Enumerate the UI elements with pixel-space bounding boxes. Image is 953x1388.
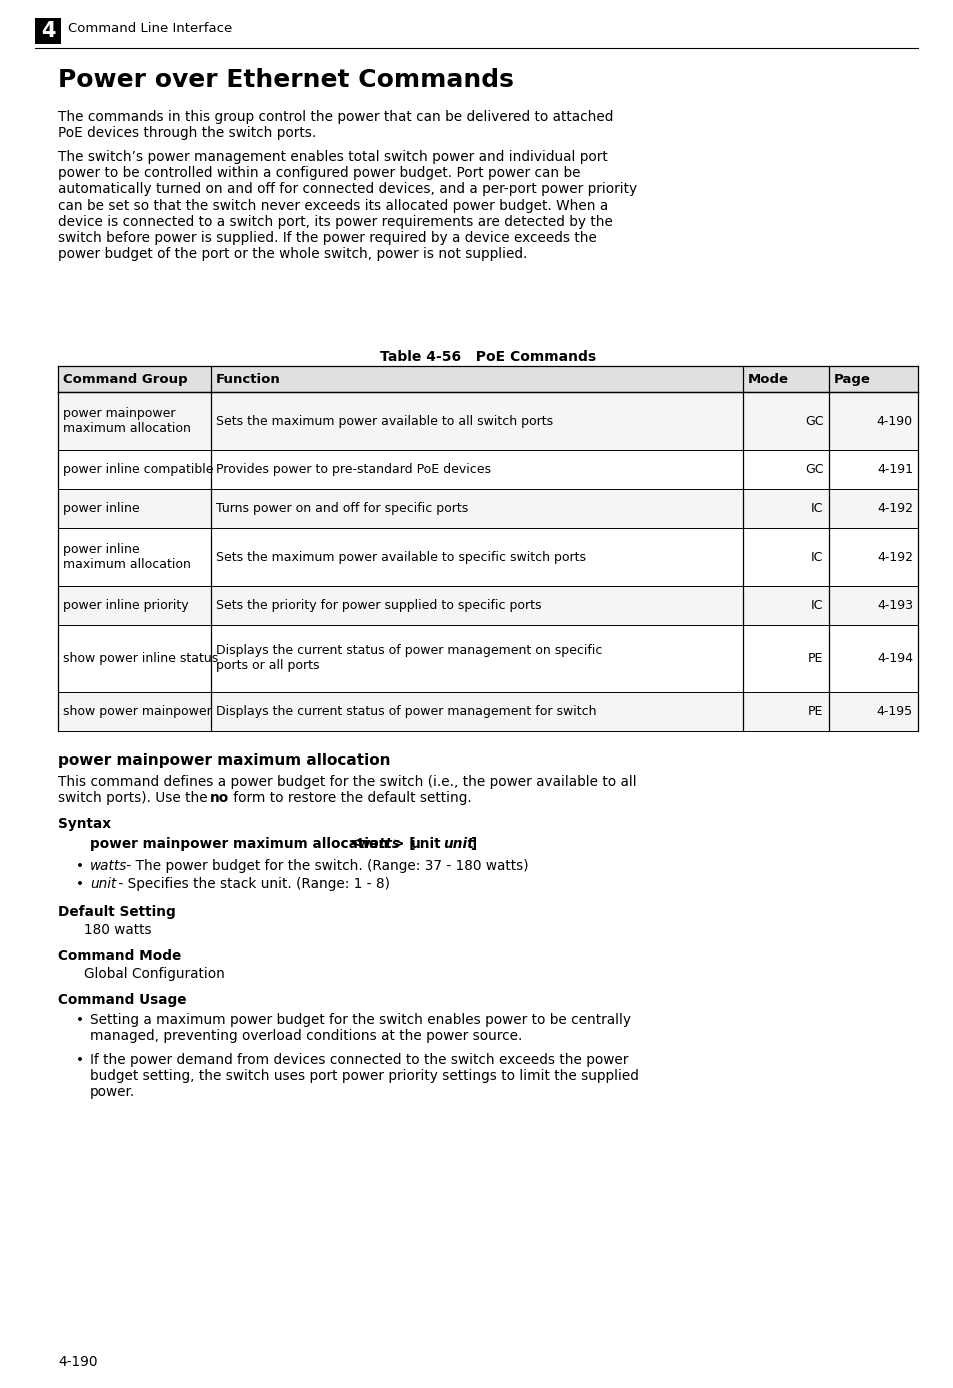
Text: 4-195: 4-195: [876, 705, 912, 718]
Text: form to restore the default setting.: form to restore the default setting.: [229, 791, 471, 805]
Text: 4-190: 4-190: [58, 1355, 97, 1369]
Text: Command Usage: Command Usage: [58, 992, 186, 1006]
Bar: [58, 625, 917, 691]
Text: IC: IC: [810, 600, 822, 612]
Text: Default Setting: Default Setting: [58, 905, 175, 919]
Text: Global Configuration: Global Configuration: [84, 966, 225, 981]
Text: power inline
maximum allocation: power inline maximum allocation: [63, 543, 191, 572]
Text: 4-194: 4-194: [876, 652, 912, 665]
Text: Displays the current status of power management on specific
ports or all ports: Displays the current status of power man…: [215, 644, 602, 673]
Text: •: •: [76, 859, 84, 873]
Text: This command defines a power budget for the switch (i.e., the power available to: This command defines a power budget for …: [58, 775, 636, 788]
Text: Sets the priority for power supplied to specific ports: Sets the priority for power supplied to …: [215, 600, 541, 612]
Text: 4-193: 4-193: [876, 600, 912, 612]
Text: no: no: [210, 791, 229, 805]
Bar: [58, 391, 917, 450]
Text: unit: unit: [90, 877, 116, 891]
Text: - Specifies the stack unit. (Range: 1 - 8): - Specifies the stack unit. (Range: 1 - …: [113, 877, 390, 891]
Text: Sets the maximum power available to specific switch ports: Sets the maximum power available to spec…: [215, 551, 585, 564]
Text: <: <: [350, 837, 361, 851]
Bar: [58, 586, 917, 625]
Text: PE: PE: [807, 705, 822, 718]
Text: IC: IC: [810, 551, 822, 564]
Text: Turns power on and off for specific ports: Turns power on and off for specific port…: [215, 502, 468, 515]
Text: power mainpower maximum allocation: power mainpower maximum allocation: [58, 752, 390, 768]
Text: •: •: [76, 1013, 84, 1027]
Text: 180 watts: 180 watts: [84, 923, 152, 937]
Text: switch ports). Use the: switch ports). Use the: [58, 791, 212, 805]
Text: power inline priority: power inline priority: [63, 600, 189, 612]
Text: power mainpower
maximum allocation: power mainpower maximum allocation: [63, 407, 191, 436]
Text: Sets the maximum power available to all switch ports: Sets the maximum power available to all …: [215, 415, 553, 428]
Text: 4-192: 4-192: [876, 551, 912, 564]
Text: GC: GC: [804, 464, 822, 476]
Text: Displays the current status of power management for switch: Displays the current status of power man…: [215, 705, 596, 718]
Text: IC: IC: [810, 502, 822, 515]
Text: 4-191: 4-191: [876, 464, 912, 476]
Text: Table 4-56   PoE Commands: Table 4-56 PoE Commands: [379, 350, 596, 364]
Text: show power inline status: show power inline status: [63, 652, 218, 665]
Bar: [58, 450, 917, 489]
Text: The switch’s power management enables total switch power and individual port
pow: The switch’s power management enables to…: [58, 150, 637, 261]
Text: Power over Ethernet Commands: Power over Ethernet Commands: [58, 68, 514, 92]
Text: - The power budget for the switch. (Range: 37 - 180 watts): - The power budget for the switch. (Rang…: [122, 859, 528, 873]
Text: power inline: power inline: [63, 502, 139, 515]
Text: •: •: [76, 1052, 84, 1066]
Bar: [58, 489, 917, 527]
Text: •: •: [76, 877, 84, 891]
Text: Command Group: Command Group: [63, 372, 188, 386]
Text: 4: 4: [41, 21, 55, 42]
Text: PE: PE: [807, 652, 822, 665]
Text: unit: unit: [411, 837, 441, 851]
Text: ]: ]: [470, 837, 476, 851]
Text: Page: Page: [833, 372, 869, 386]
Text: power inline compatible: power inline compatible: [63, 464, 213, 476]
Text: Function: Function: [215, 372, 280, 386]
Text: show power mainpower: show power mainpower: [63, 705, 212, 718]
Text: GC: GC: [804, 415, 822, 428]
Text: unit: unit: [442, 837, 473, 851]
Text: The commands in this group control the power that can be delivered to attached
P: The commands in this group control the p…: [58, 110, 613, 140]
Text: watts: watts: [357, 837, 400, 851]
Bar: [58, 691, 917, 730]
Text: Command Mode: Command Mode: [58, 948, 181, 963]
Text: power mainpower maximum allocation: power mainpower maximum allocation: [90, 837, 393, 851]
Bar: [35, 18, 61, 44]
Bar: [58, 527, 917, 586]
Text: watts: watts: [90, 859, 128, 873]
Text: Syntax: Syntax: [58, 816, 111, 830]
Text: Command Line Interface: Command Line Interface: [68, 21, 232, 35]
Text: Mode: Mode: [747, 372, 788, 386]
Text: Provides power to pre-standard PoE devices: Provides power to pre-standard PoE devic…: [215, 464, 491, 476]
Bar: [58, 366, 917, 391]
Text: > [: > [: [393, 837, 415, 851]
Text: If the power demand from devices connected to the switch exceeds the power
budge: If the power demand from devices connect…: [90, 1052, 639, 1099]
Text: Setting a maximum power budget for the switch enables power to be centrally
mana: Setting a maximum power budget for the s…: [90, 1013, 630, 1042]
Text: 4-190: 4-190: [876, 415, 912, 428]
Text: 4-192: 4-192: [876, 502, 912, 515]
